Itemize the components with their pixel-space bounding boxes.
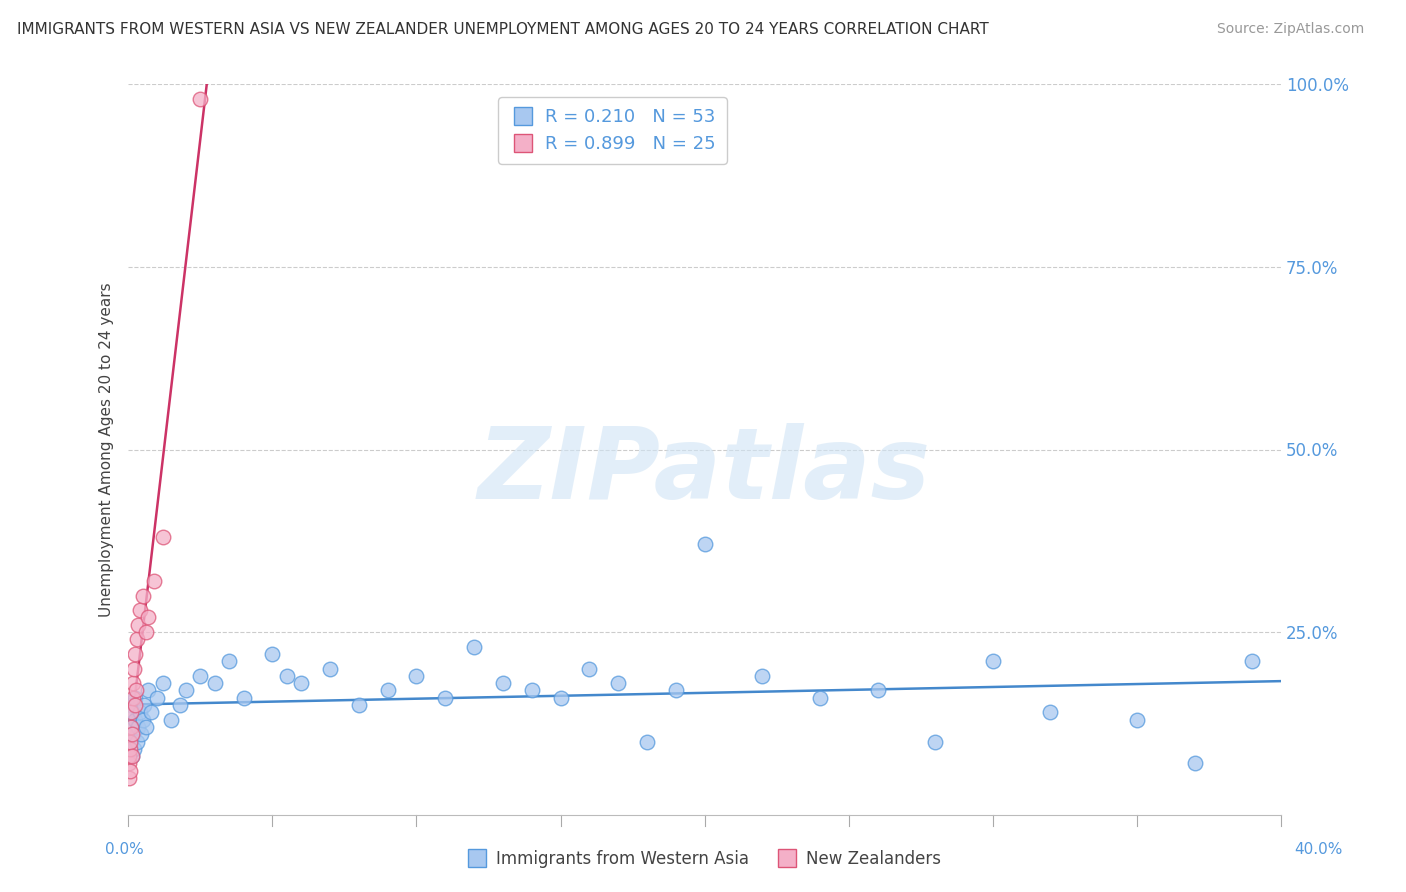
- Point: [1241, 654, 1264, 668]
- Point: [405, 669, 427, 683]
- Point: [118, 720, 141, 734]
- Point: [520, 683, 543, 698]
- Point: [981, 654, 1004, 668]
- Point: [118, 756, 141, 771]
- Point: [169, 698, 191, 712]
- Point: [127, 720, 149, 734]
- Point: [122, 661, 145, 675]
- Legend: R = 0.210   N = 53, R = 0.899   N = 25: R = 0.210 N = 53, R = 0.899 N = 25: [498, 97, 727, 164]
- Point: [492, 676, 515, 690]
- Point: [188, 92, 211, 106]
- Point: [808, 690, 831, 705]
- Point: [636, 734, 658, 748]
- Point: [128, 603, 150, 617]
- Point: [128, 706, 150, 720]
- Point: [665, 683, 688, 698]
- Point: [135, 720, 157, 734]
- Text: 0.0%: 0.0%: [105, 842, 145, 856]
- Point: [188, 669, 211, 683]
- Point: [160, 713, 183, 727]
- Point: [125, 683, 148, 698]
- Point: [124, 698, 146, 712]
- Y-axis label: Unemployment Among Ages 20 to 24 years: Unemployment Among Ages 20 to 24 years: [100, 282, 114, 616]
- Point: [1126, 713, 1149, 727]
- Point: [693, 537, 716, 551]
- Point: [121, 727, 143, 741]
- Point: [120, 720, 142, 734]
- Point: [122, 742, 145, 756]
- Point: [122, 676, 145, 690]
- Point: [218, 654, 240, 668]
- Text: 40.0%: 40.0%: [1295, 842, 1343, 856]
- Point: [127, 617, 149, 632]
- Point: [262, 647, 284, 661]
- Point: [132, 698, 155, 712]
- Point: [131, 589, 153, 603]
- Point: [118, 764, 141, 778]
- Point: [121, 690, 143, 705]
- Point: [138, 610, 160, 624]
- Point: [124, 647, 146, 661]
- Point: [135, 625, 157, 640]
- Point: [276, 669, 298, 683]
- Point: [120, 706, 142, 720]
- Point: [118, 771, 141, 785]
- Point: [138, 683, 160, 698]
- Point: [550, 690, 572, 705]
- Point: [152, 530, 174, 544]
- Point: [120, 734, 142, 748]
- Point: [347, 698, 370, 712]
- Point: [232, 690, 254, 705]
- Point: [124, 713, 146, 727]
- Point: [924, 734, 946, 748]
- Point: [120, 734, 142, 748]
- Point: [121, 749, 143, 764]
- Point: [174, 683, 197, 698]
- Point: [118, 749, 141, 764]
- Point: [124, 690, 146, 705]
- Point: [143, 574, 166, 588]
- Point: [146, 690, 169, 705]
- Point: [118, 742, 141, 756]
- Point: [141, 706, 163, 720]
- Point: [866, 683, 889, 698]
- Point: [607, 676, 630, 690]
- Text: ZIPatlas: ZIPatlas: [478, 423, 931, 520]
- Point: [125, 734, 148, 748]
- Point: [204, 676, 226, 690]
- Point: [434, 690, 457, 705]
- Text: IMMIGRANTS FROM WESTERN ASIA VS NEW ZEALANDER UNEMPLOYMENT AMONG AGES 20 TO 24 Y: IMMIGRANTS FROM WESTERN ASIA VS NEW ZEAL…: [17, 22, 988, 37]
- Point: [122, 706, 145, 720]
- Point: [290, 676, 312, 690]
- Point: [121, 727, 143, 741]
- Point: [377, 683, 399, 698]
- Point: [751, 669, 773, 683]
- Text: Source: ZipAtlas.com: Source: ZipAtlas.com: [1216, 22, 1364, 37]
- Point: [131, 713, 153, 727]
- Point: [463, 640, 485, 654]
- Point: [1039, 706, 1062, 720]
- Point: [129, 727, 152, 741]
- Legend: Immigrants from Western Asia, New Zealanders: Immigrants from Western Asia, New Zealan…: [458, 844, 948, 875]
- Point: [121, 749, 143, 764]
- Point: [1184, 756, 1206, 771]
- Point: [125, 632, 148, 647]
- Point: [152, 676, 174, 690]
- Point: [120, 698, 142, 712]
- Point: [578, 661, 600, 675]
- Point: [319, 661, 342, 675]
